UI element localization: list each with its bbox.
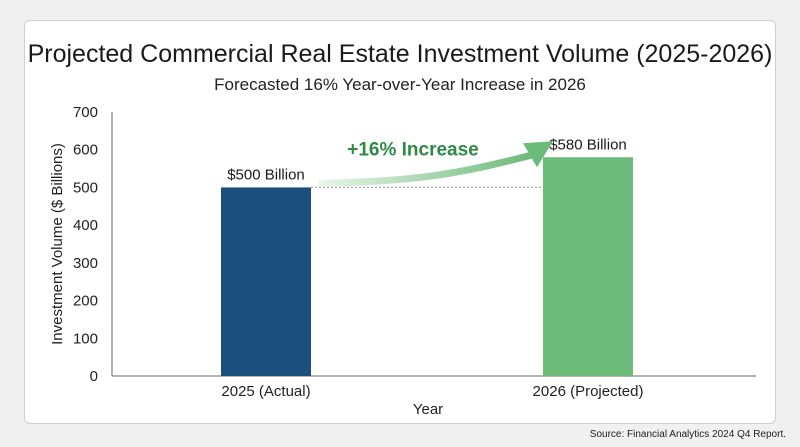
- y-tick-label: 500: [73, 179, 98, 196]
- x-tick-label: 2025 (Actual): [221, 383, 310, 400]
- annotation-group: +16% Increase: [311, 139, 553, 188]
- x-tick-label: 2026 (Projected): [533, 383, 644, 400]
- y-tick-label: 100: [73, 330, 98, 347]
- bar-2: [543, 157, 633, 376]
- x-axis-label: Year: [413, 401, 443, 418]
- y-axis-label: Investment Volume ($ Billions): [49, 143, 66, 345]
- y-tick-label: 0: [90, 368, 98, 385]
- chart-card: [24, 20, 776, 424]
- y-tick-label: 400: [73, 217, 98, 234]
- bar-1: [221, 187, 311, 376]
- increase-arrow-head: [523, 141, 553, 168]
- y-tick-label: 200: [73, 293, 98, 310]
- bars: $500 Billion 2025 (Actual) $580 Billion 202…: [221, 136, 643, 400]
- y-axis: 0 100 200 300 400 500 600 700: [73, 104, 756, 385]
- bar-value-label: $580 Billion: [549, 136, 627, 153]
- source-note: Source: Financial Analytics 2024 Q4 Repo…: [589, 429, 786, 440]
- y-tick-label: 300: [73, 255, 98, 272]
- y-tick-label: 700: [73, 104, 98, 121]
- y-tick-label: 600: [73, 142, 98, 159]
- increase-annotation-label: +16% Increase: [347, 139, 479, 160]
- bar-value-label: $500 Billion: [227, 166, 305, 183]
- chart-title: Projected Commercial Real Estate Investm…: [28, 40, 773, 68]
- increase-arrow-shaft: [318, 151, 532, 187]
- chart-subtitle: Forecasted 16% Year-over-Year Increase i…: [214, 75, 586, 94]
